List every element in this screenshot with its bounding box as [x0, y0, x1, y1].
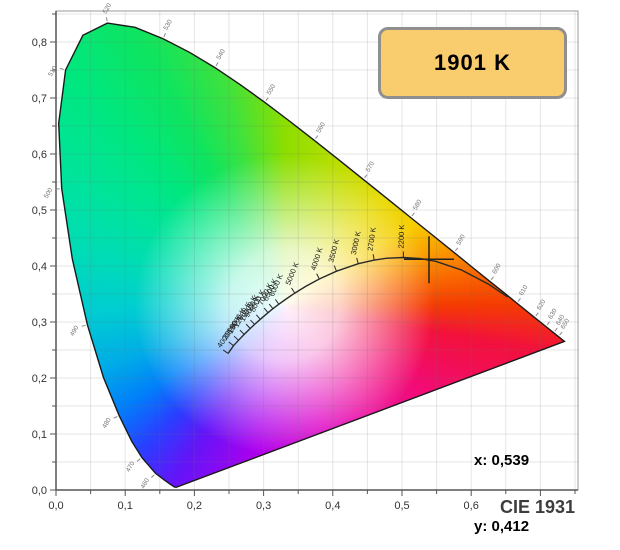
svg-text:560: 560	[315, 121, 327, 134]
svg-text:470: 470	[125, 460, 137, 473]
svg-text:0,4: 0,4	[32, 261, 47, 273]
marked-point-crosshair	[403, 236, 454, 284]
svg-text:0,7: 0,7	[32, 93, 47, 105]
svg-text:490: 490	[69, 324, 81, 337]
readout-y-value: y: 0,412	[474, 518, 530, 535]
svg-text:4000 K: 4000 K	[309, 246, 325, 271]
readout-x-value: x: 0,539	[474, 452, 530, 469]
svg-text:550: 550	[266, 83, 278, 96]
svg-text:3500 K: 3500 K	[326, 238, 341, 263]
svg-text:640: 640	[555, 313, 567, 326]
svg-text:600: 600	[491, 262, 503, 275]
svg-text:0,6: 0,6	[32, 149, 47, 161]
svg-text:0,2: 0,2	[187, 500, 202, 512]
svg-text:590: 590	[455, 233, 467, 246]
svg-text:480: 480	[101, 417, 113, 430]
diagram-title: CIE 1931	[500, 497, 576, 517]
svg-text:620: 620	[536, 298, 548, 311]
x-axis: 0,0 0,1 0,2 0,3 0,4 0,5 0,6	[48, 490, 576, 512]
svg-text:3000 K: 3000 K	[349, 230, 363, 255]
svg-text:0,0: 0,0	[48, 500, 63, 512]
plot-frame	[55, 10, 579, 491]
svg-text:510: 510	[47, 65, 59, 78]
svg-text:630: 630	[547, 307, 559, 320]
svg-text:520: 520	[102, 2, 114, 15]
svg-text:610: 610	[518, 284, 530, 297]
svg-text:540: 540	[215, 48, 227, 61]
svg-text:0,0: 0,0	[32, 485, 47, 497]
svg-text:0,1: 0,1	[32, 429, 47, 441]
grid-lines	[56, 11, 578, 490]
svg-text:650: 650	[560, 317, 572, 330]
svg-text:0,8: 0,8	[32, 37, 47, 49]
svg-text:570: 570	[365, 160, 377, 173]
svg-text:580: 580	[412, 198, 424, 211]
svg-text:0,3: 0,3	[32, 317, 47, 329]
y-axis: 0,0 0,1 0,2 0,3 0,4 0,5 0,6 0,7 0,8	[32, 13, 56, 497]
svg-text:0,3: 0,3	[256, 500, 271, 512]
svg-text:0,2: 0,2	[32, 373, 47, 385]
svg-text:0,1: 0,1	[118, 500, 133, 512]
svg-text:2700 K: 2700 K	[366, 227, 378, 252]
cct-badge: 1901 K	[378, 27, 567, 99]
svg-text:530: 530	[162, 18, 174, 31]
svg-text:460: 460	[140, 477, 152, 490]
cct-badge-label: 1901 K	[434, 50, 511, 75]
svg-text:0,5: 0,5	[32, 205, 47, 217]
spectral-locus-outline	[57, 22, 566, 488]
svg-text:0,4: 0,4	[325, 500, 340, 512]
svg-text:500: 500	[43, 187, 55, 200]
xy-readout: x: 0,539 y: 0,412	[474, 406, 529, 550]
svg-text:2200 K: 2200 K	[396, 224, 406, 248]
svg-text:0,5: 0,5	[394, 500, 409, 512]
svg-text:0,6: 0,6	[464, 500, 479, 512]
